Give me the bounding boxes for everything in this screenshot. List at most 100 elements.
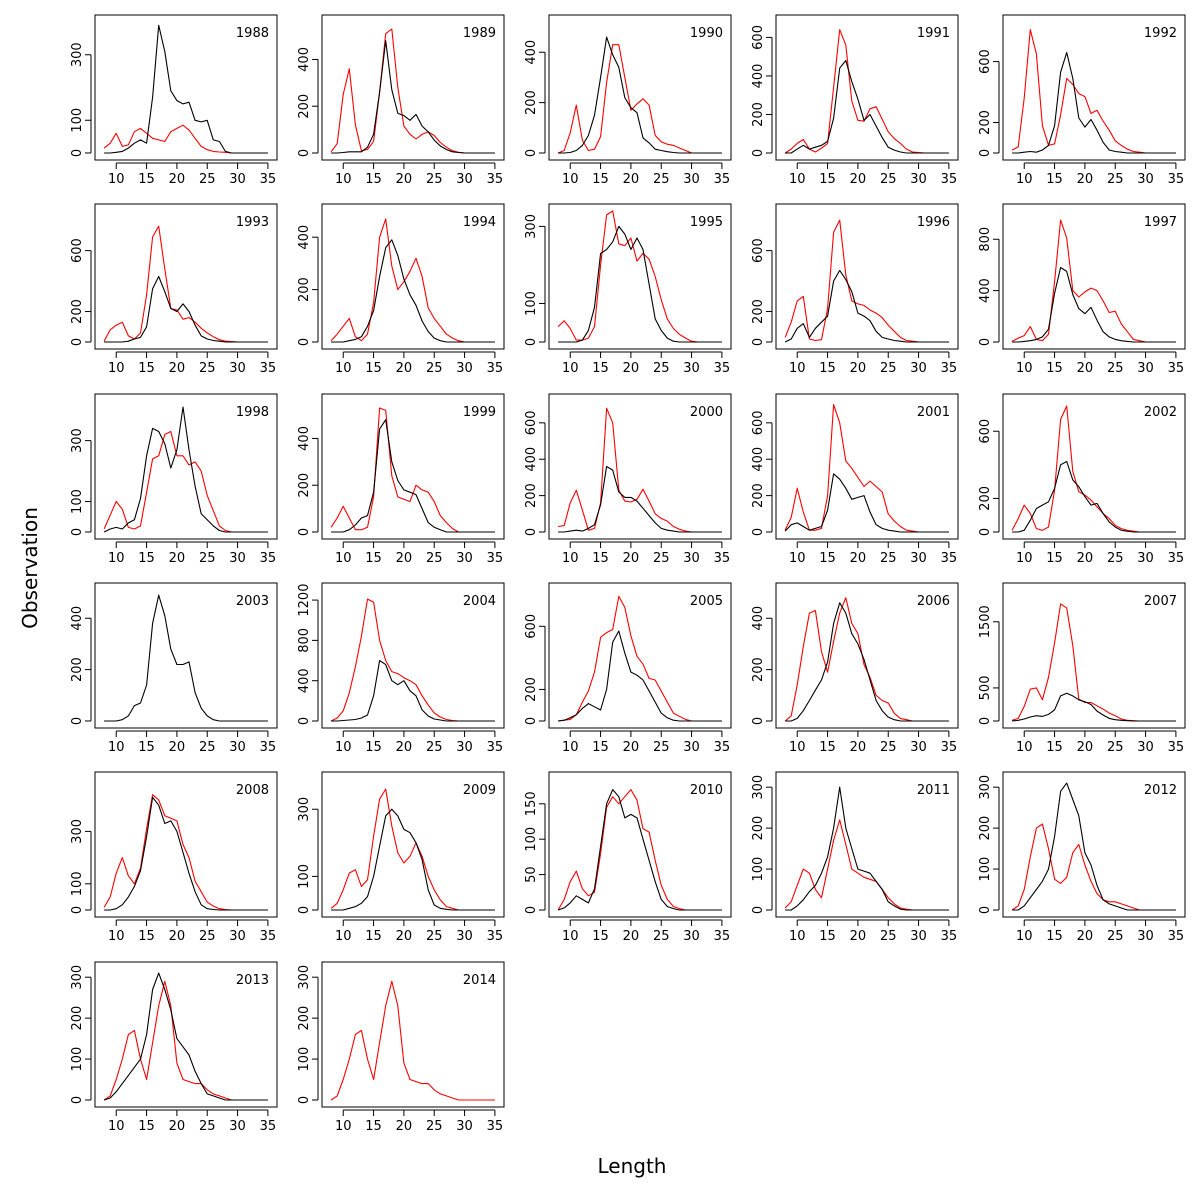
- series-line-red: [330, 407, 495, 533]
- y-tick-label: 400: [297, 668, 312, 693]
- x-tick-label: 35: [487, 740, 504, 755]
- x-tick-label: 15: [365, 551, 382, 566]
- x-tick-label: 35: [1168, 361, 1185, 376]
- x-tick-label: 35: [714, 361, 731, 376]
- panel-2006: 2006 10 15 20 25 30 35 0 200 400: [751, 582, 959, 755]
- panel-frame: [1002, 203, 1186, 350]
- y-tick-label: 0: [978, 717, 993, 725]
- x-tick-label: 25: [199, 172, 216, 187]
- x-tick-label: 15: [1046, 929, 1063, 944]
- x-tick-label: 30: [456, 1119, 473, 1134]
- series-line-black: [558, 225, 722, 343]
- x-tick-label: 35: [260, 740, 277, 755]
- x-tick-label: 25: [199, 740, 216, 755]
- panel-1993: 1993 10 15 20 25 30 35 0 200 600: [70, 203, 278, 376]
- x-tick-label: 30: [910, 361, 927, 376]
- x-tick-label: 30: [456, 551, 473, 566]
- x-tick-label: 30: [683, 929, 700, 944]
- y-tick-label: 200: [978, 816, 993, 841]
- x-tick-label: 20: [396, 1119, 413, 1134]
- y-tick-label: 100: [70, 871, 85, 896]
- y-tick-label: 0: [70, 906, 85, 914]
- x-tick-label: 15: [819, 172, 836, 187]
- y-tick-label: 0: [751, 717, 766, 725]
- panel-year-label: 2014: [463, 973, 496, 988]
- y-tick-label: 200: [297, 473, 312, 498]
- panel-year-label: 1990: [690, 26, 723, 41]
- x-tick-label: 35: [1168, 740, 1185, 755]
- panel-frame: [1002, 14, 1186, 161]
- x-tick-label: 35: [941, 740, 958, 755]
- series-line-black: [1012, 692, 1176, 722]
- x-tick-label: 10: [1016, 551, 1033, 566]
- y-tick-label: 400: [751, 447, 766, 472]
- x-tick-label: 10: [1016, 172, 1033, 187]
- series-line-black: [331, 419, 495, 533]
- x-tick-label: 30: [229, 172, 246, 187]
- y-tick-label: 100: [297, 1047, 312, 1072]
- panel-year-label: 2009: [463, 783, 496, 798]
- x-tick-label: 20: [396, 551, 413, 566]
- panel-frame: [775, 393, 959, 540]
- panel-year-label: 1992: [1144, 26, 1177, 41]
- y-tick-label: 200: [751, 299, 766, 324]
- x-tick-label: 35: [260, 172, 277, 187]
- x-tick-label: 15: [365, 740, 382, 755]
- panel-year-label: 2004: [463, 594, 496, 609]
- series-line-red: [557, 789, 722, 911]
- x-tick-label: 15: [1046, 740, 1063, 755]
- x-tick-label: 30: [229, 1119, 246, 1134]
- y-tick-label: 400: [297, 426, 312, 451]
- x-tick-label: 10: [335, 929, 352, 944]
- x-tick-label: 25: [1107, 929, 1124, 944]
- y-tick-label: 200: [70, 299, 85, 324]
- y-tick-label: 600: [751, 410, 766, 435]
- y-tick-label: 0: [297, 906, 312, 914]
- y-tick-label: 600: [751, 25, 766, 50]
- panel-1999: 1999 10 15 20 25 30 35 0 200 400: [297, 393, 505, 566]
- y-tick-label: 0: [297, 338, 312, 346]
- x-tick-label: 25: [199, 929, 216, 944]
- panel-frame: [775, 203, 959, 350]
- x-tick-label: 20: [169, 929, 186, 944]
- y-tick-label: 0: [70, 338, 85, 346]
- panel-frame: [94, 14, 278, 161]
- x-tick-label: 15: [365, 172, 382, 187]
- x-tick-label: 35: [487, 929, 504, 944]
- x-tick-label: 25: [880, 740, 897, 755]
- y-tick-label: 50: [524, 866, 539, 883]
- x-tick-label: 20: [169, 551, 186, 566]
- panel-frame: [321, 203, 505, 350]
- panel-1988: 1988 10 15 20 25 30 35 0 100 300: [70, 14, 278, 187]
- panel-2007: 2007 10 15 20 25 30 35 0 500 1500: [978, 582, 1186, 755]
- y-tick-label: 0: [978, 338, 993, 346]
- series-line-black: [331, 808, 495, 911]
- y-tick-label: 400: [70, 606, 85, 631]
- series-line-red: [103, 980, 268, 1101]
- y-tick-label: 200: [751, 657, 766, 682]
- series-line-black: [104, 594, 268, 722]
- y-tick-label: 0: [524, 338, 539, 346]
- x-tick-label: 15: [365, 1119, 382, 1134]
- series-line-black: [104, 275, 268, 343]
- y-tick-label: 0: [297, 1096, 312, 1104]
- x-tick-label: 10: [335, 551, 352, 566]
- panel-year-label: 2010: [690, 783, 723, 798]
- x-tick-label: 20: [623, 551, 640, 566]
- series-line-black: [1012, 51, 1176, 154]
- x-tick-label: 35: [941, 172, 958, 187]
- series-line-red: [1011, 405, 1176, 533]
- y-tick-label: 100: [524, 291, 539, 316]
- series-line-red: [103, 794, 268, 911]
- y-tick-label: 200: [297, 94, 312, 119]
- panel-2012: 2012 10 15 20 25 30 35 0 100 200 300: [978, 771, 1186, 944]
- panel-2004: 2004 10 15 20 25 30 35 0 400 800 1200: [297, 582, 505, 755]
- series-line-red: [1011, 823, 1176, 911]
- x-tick-label: 35: [714, 172, 731, 187]
- panel-frame: [1002, 582, 1186, 729]
- series-line-black: [331, 40, 495, 154]
- series-line-red: [330, 980, 495, 1101]
- series-line-black: [784, 473, 949, 533]
- panel-frame: [94, 393, 278, 540]
